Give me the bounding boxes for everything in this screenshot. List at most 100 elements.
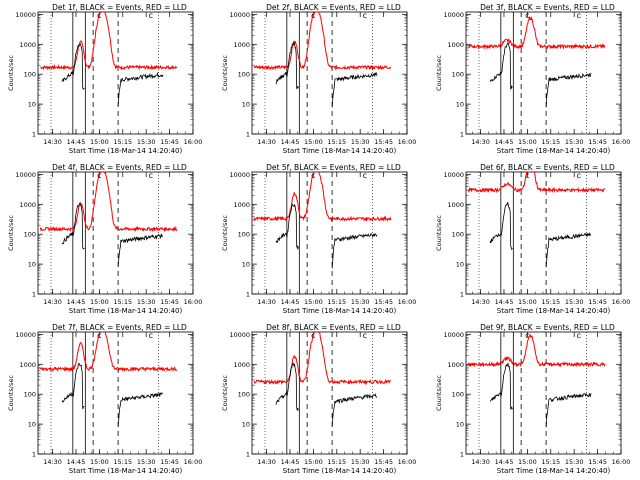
x-tick-label: 14:30 (257, 458, 276, 466)
y-tick-label: 10000 (443, 171, 464, 179)
y-tick-label: 1 (246, 451, 250, 459)
y-tick-label: 100 (238, 71, 250, 79)
x-tick-label: 14:30 (471, 138, 490, 146)
lld-series-line (467, 172, 606, 194)
panel-det1: Det 1f, BLACK = Events, RED = LLD 1 10 100 1… (7, 3, 202, 155)
x-tick-label: 15:45 (588, 138, 607, 146)
panel-det7: Det 7f, BLACK = Events, RED = LLD 1 10 100 1… (7, 323, 202, 475)
x-axis-label: Start Time (18-Mar-14 14:20:40) (283, 467, 397, 475)
x-tick-label: 16:00 (398, 458, 417, 466)
panel-title: Det 2f, BLACK = Events, RED = LLD (266, 3, 401, 12)
x-tick-label: 15:00 (304, 138, 323, 146)
x-axis-label: Start Time (18-Mar-14 14:20:40) (69, 147, 183, 155)
y-tick-label: 10000 (229, 171, 250, 179)
lld-series-line (39, 332, 178, 373)
events-series-line (117, 71, 164, 107)
y-tick-label: 10 (242, 421, 250, 429)
x-tick-label: 14:30 (257, 298, 276, 306)
panel-det4: Det 4f, BLACK = Events, RED = LLD 1 10 100 1… (7, 163, 202, 315)
top-marker: c (577, 331, 581, 340)
top-marker: c (525, 331, 529, 340)
y-tick-label: 10000 (15, 331, 36, 339)
top-marker: c (149, 171, 153, 180)
y-axis-label: Counts/sec (7, 215, 15, 251)
panel-title: Det 6f, BLACK = Events, RED = LLD (480, 163, 615, 172)
x-tick-label: 14:45 (67, 138, 86, 146)
plot-frame (251, 171, 408, 295)
events-series-line (117, 233, 164, 267)
x-tick-label: 16:00 (398, 138, 417, 146)
panel-title: Det 9f, BLACK = Events, RED = LLD (480, 323, 615, 332)
y-tick-label: 10000 (15, 171, 36, 179)
x-tick-label: 16:00 (398, 298, 417, 306)
events-series-line (61, 42, 85, 90)
lld-series-line (253, 332, 391, 386)
x-tick-label: 15:00 (304, 458, 323, 466)
panel-det9: Det 9f, BLACK = Events, RED = LLD 1 10 100 1… (435, 323, 630, 475)
y-tick-label: 1 (32, 451, 36, 459)
y-tick-label: 1 (32, 131, 36, 139)
x-axis-label: Start Time (18-Mar-14 14:20:40) (497, 147, 611, 155)
top-marker: c (577, 11, 581, 20)
x-tick-label: 15:00 (518, 458, 537, 466)
x-tick-label: 15:45 (588, 298, 607, 306)
events-series-line (545, 231, 592, 268)
y-tick-label: 1000 (19, 41, 36, 49)
x-tick-label: 15:15 (113, 298, 132, 306)
x-tick-label: 14:30 (43, 138, 62, 146)
x-tick-label: 16:00 (184, 298, 203, 306)
top-marker: c (149, 11, 153, 20)
x-tick-label: 15:15 (541, 138, 560, 146)
events-series-line (61, 202, 85, 250)
y-axis-label: Counts/sec (221, 55, 229, 91)
plot-frame (37, 11, 194, 135)
y-tick-label: 10 (456, 421, 464, 429)
plot-frame (251, 11, 408, 135)
x-tick-label: 15:30 (137, 138, 156, 146)
y-tick-label: 1000 (447, 201, 464, 209)
y-tick-label: 1 (246, 291, 250, 299)
y-axis-label: Counts/sec (7, 375, 15, 411)
plot-frame (465, 11, 622, 135)
x-tick-label: 15:15 (113, 138, 132, 146)
y-tick-label: 1000 (233, 41, 250, 49)
x-tick-label: 16:00 (612, 138, 631, 146)
events-series-line (331, 232, 378, 269)
y-tick-label: 1 (246, 131, 250, 139)
x-tick-label: 15:45 (588, 458, 607, 466)
x-tick-label: 15:30 (565, 298, 584, 306)
top-marker: c (525, 11, 529, 20)
y-tick-label: 10 (242, 101, 250, 109)
events-series-line (545, 393, 592, 428)
plot-frame (37, 331, 194, 455)
x-tick-label: 15:30 (351, 138, 370, 146)
y-tick-label: 10 (28, 101, 36, 109)
y-tick-label: 1000 (447, 41, 464, 49)
x-tick-label: 14:45 (281, 458, 300, 466)
y-tick-label: 10 (242, 261, 250, 269)
y-tick-label: 100 (452, 391, 464, 399)
top-marker: c (525, 171, 529, 180)
top-marker: c (311, 11, 315, 20)
x-tick-label: 15:00 (518, 298, 537, 306)
x-tick-label: 15:15 (541, 298, 560, 306)
top-marker: c (363, 11, 367, 20)
y-tick-label: 1000 (19, 201, 36, 209)
x-tick-label: 14:30 (471, 458, 490, 466)
y-tick-label: 1 (460, 291, 464, 299)
x-tick-label: 15:15 (113, 458, 132, 466)
x-tick-label: 16:00 (612, 458, 631, 466)
panel-title: Det 7f, BLACK = Events, RED = LLD (52, 323, 187, 332)
x-tick-label: 14:45 (495, 298, 514, 306)
panel-title: Det 3f, BLACK = Events, RED = LLD (480, 3, 615, 12)
x-tick-label: 15:45 (374, 298, 393, 306)
x-tick-label: 15:45 (160, 458, 179, 466)
x-axis-label: Start Time (18-Mar-14 14:20:40) (497, 307, 611, 315)
y-tick-label: 10000 (443, 331, 464, 339)
lld-series-line (253, 172, 392, 223)
y-tick-label: 10000 (443, 11, 464, 19)
events-series-line (331, 72, 378, 108)
x-tick-label: 14:30 (471, 298, 490, 306)
x-tick-label: 16:00 (612, 298, 631, 306)
x-tick-label: 14:45 (495, 458, 514, 466)
